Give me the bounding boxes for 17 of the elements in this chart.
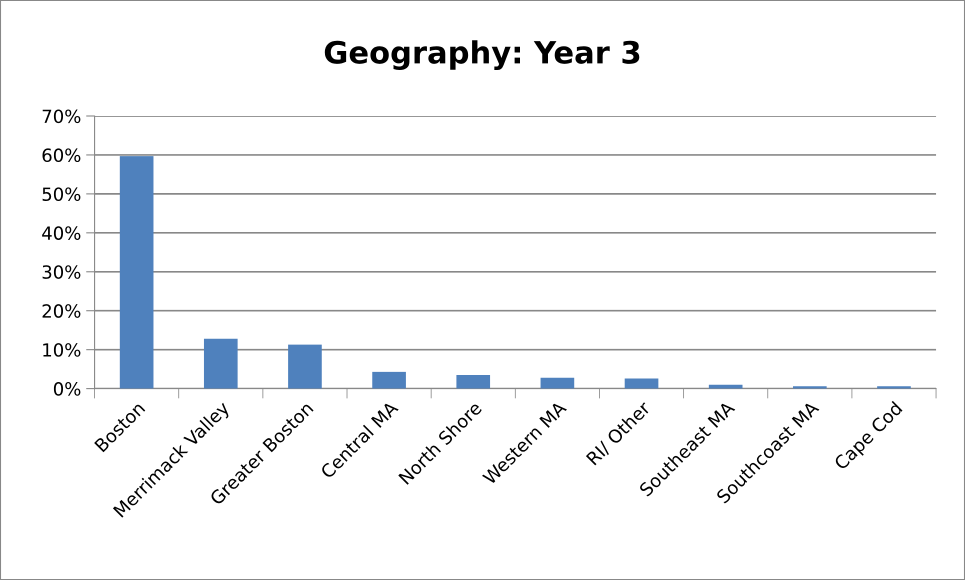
y-tick-label: 40%	[42, 226, 80, 240]
bar	[204, 338, 238, 389]
y-tick-label: 70%	[42, 109, 80, 124]
y-tick-label: 10%	[43, 343, 80, 357]
bar	[540, 378, 574, 389]
bar	[624, 378, 658, 389]
y-tick-label: 50%	[42, 187, 80, 201]
chart-title: Geography: Year 3	[324, 40, 640, 70]
bar	[708, 384, 743, 389]
y-tick-label: 20%	[42, 304, 80, 318]
bar	[372, 372, 406, 389]
y-tick-label: 30%	[42, 265, 80, 279]
bar	[456, 374, 490, 389]
y-tick-label: 0%	[54, 382, 80, 396]
y-tick-label: 60%	[42, 148, 80, 162]
bar	[120, 156, 154, 389]
bar	[288, 344, 322, 389]
